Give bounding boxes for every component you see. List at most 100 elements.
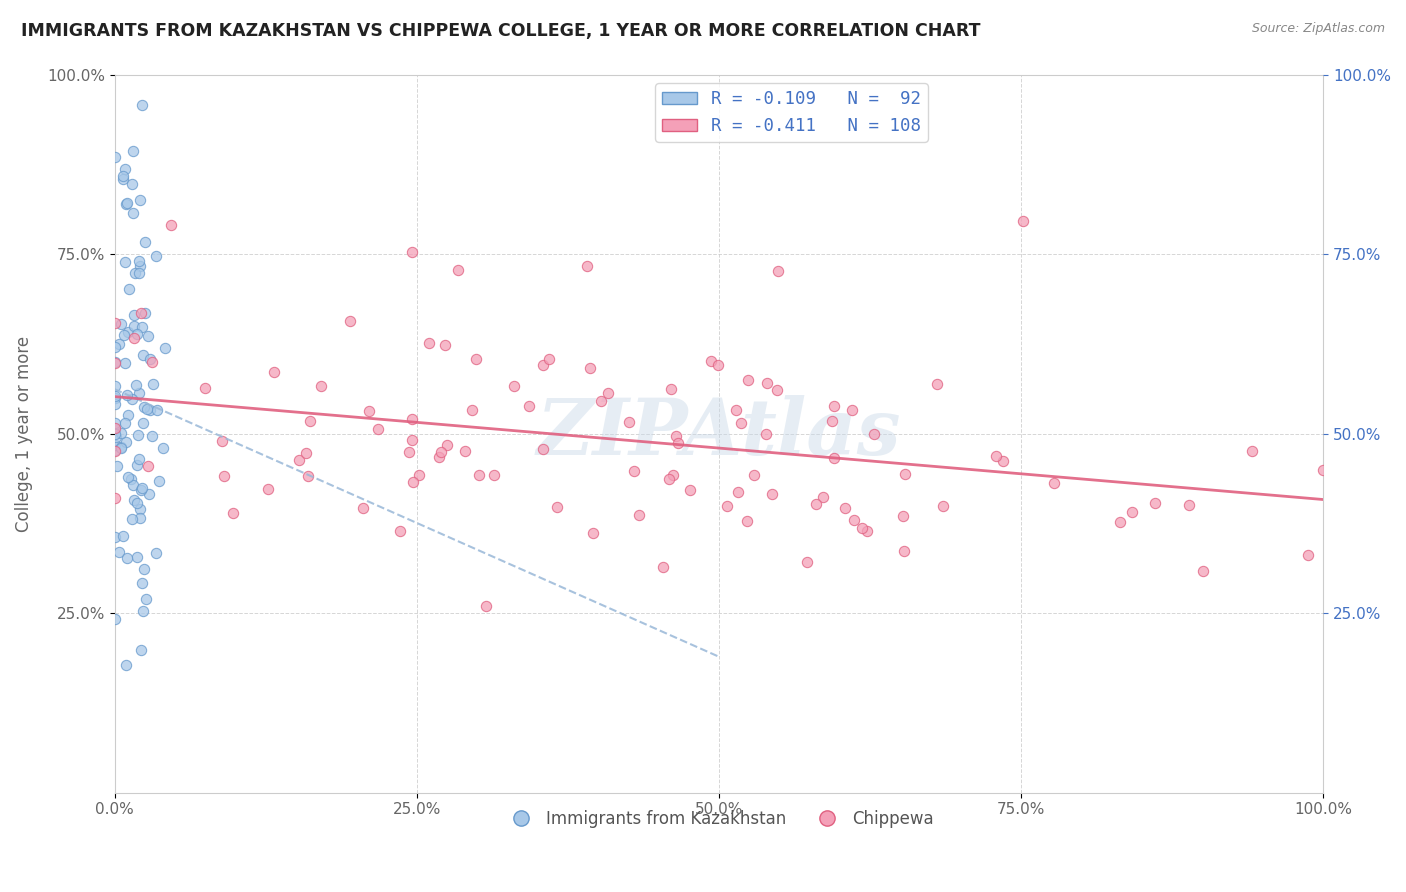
Point bbox=[1012, 213, 1035, 227]
Point bbox=[465, 352, 488, 367]
Point bbox=[125, 458, 148, 472]
Point bbox=[474, 599, 496, 613]
Point bbox=[263, 365, 285, 379]
Point bbox=[125, 496, 148, 510]
Point bbox=[129, 305, 152, 319]
Point bbox=[932, 499, 955, 513]
Point bbox=[131, 98, 153, 112]
Point bbox=[104, 427, 127, 442]
Point bbox=[706, 359, 728, 373]
Point bbox=[398, 445, 420, 459]
Point bbox=[823, 399, 845, 413]
Point bbox=[111, 529, 134, 543]
Point bbox=[127, 550, 149, 565]
Point bbox=[145, 546, 167, 560]
Point bbox=[517, 399, 540, 413]
Point bbox=[141, 354, 163, 368]
Point bbox=[104, 356, 127, 370]
Point bbox=[153, 341, 176, 355]
Point bbox=[114, 416, 136, 430]
Point bbox=[589, 394, 612, 409]
Point bbox=[134, 235, 156, 249]
Point bbox=[823, 450, 845, 465]
Point bbox=[339, 314, 361, 328]
Point bbox=[352, 501, 374, 516]
Point bbox=[855, 524, 877, 538]
Point bbox=[727, 484, 749, 499]
Point bbox=[122, 492, 145, 507]
Point bbox=[617, 415, 640, 429]
Point bbox=[104, 389, 127, 403]
Legend: Immigrants from Kazakhstan, Chippewa: Immigrants from Kazakhstan, Chippewa bbox=[498, 804, 941, 835]
Point bbox=[132, 348, 155, 362]
Point bbox=[1241, 444, 1264, 458]
Point bbox=[461, 403, 484, 417]
Point bbox=[742, 467, 765, 482]
Point bbox=[117, 470, 139, 484]
Point bbox=[127, 428, 149, 442]
Point bbox=[122, 308, 145, 322]
Point bbox=[503, 378, 526, 392]
Point bbox=[1043, 475, 1066, 490]
Point bbox=[146, 403, 169, 417]
Point bbox=[716, 500, 738, 514]
Point bbox=[104, 444, 127, 458]
Point bbox=[700, 353, 723, 368]
Point bbox=[623, 464, 645, 478]
Point bbox=[735, 514, 758, 528]
Point bbox=[104, 397, 127, 411]
Point bbox=[893, 544, 915, 558]
Point bbox=[104, 422, 127, 436]
Point bbox=[139, 351, 162, 366]
Point bbox=[112, 169, 135, 183]
Point bbox=[104, 340, 127, 354]
Point bbox=[299, 414, 322, 428]
Point bbox=[418, 336, 440, 351]
Point bbox=[256, 483, 278, 497]
Point bbox=[104, 355, 127, 369]
Point bbox=[766, 383, 789, 397]
Point bbox=[357, 403, 380, 417]
Point bbox=[1312, 462, 1334, 476]
Point bbox=[389, 524, 412, 539]
Point bbox=[110, 426, 132, 441]
Point bbox=[1108, 516, 1130, 530]
Point bbox=[288, 452, 311, 467]
Point bbox=[136, 329, 159, 343]
Point bbox=[796, 555, 818, 569]
Point bbox=[104, 443, 127, 458]
Point bbox=[129, 483, 152, 497]
Point bbox=[104, 379, 127, 393]
Point bbox=[821, 414, 844, 428]
Point bbox=[132, 604, 155, 618]
Point bbox=[110, 440, 132, 454]
Point bbox=[112, 172, 135, 186]
Point bbox=[104, 530, 127, 544]
Point bbox=[104, 612, 127, 626]
Point bbox=[401, 244, 423, 259]
Point bbox=[104, 421, 127, 435]
Point bbox=[221, 506, 243, 520]
Point bbox=[112, 327, 135, 342]
Point bbox=[1178, 498, 1201, 512]
Point bbox=[115, 434, 138, 449]
Point bbox=[581, 526, 603, 541]
Point bbox=[129, 643, 152, 657]
Point bbox=[122, 144, 145, 158]
Point bbox=[297, 468, 319, 483]
Point bbox=[863, 426, 886, 441]
Point bbox=[401, 433, 423, 447]
Point bbox=[128, 267, 150, 281]
Point bbox=[212, 469, 235, 483]
Y-axis label: College, 1 year or more: College, 1 year or more bbox=[15, 335, 32, 532]
Point bbox=[811, 490, 834, 504]
Point bbox=[121, 392, 143, 407]
Point bbox=[117, 551, 139, 566]
Point bbox=[724, 403, 747, 417]
Point bbox=[679, 483, 702, 497]
Point bbox=[851, 521, 873, 535]
Point bbox=[576, 259, 599, 273]
Point bbox=[447, 263, 470, 277]
Point bbox=[128, 502, 150, 516]
Point bbox=[484, 468, 506, 483]
